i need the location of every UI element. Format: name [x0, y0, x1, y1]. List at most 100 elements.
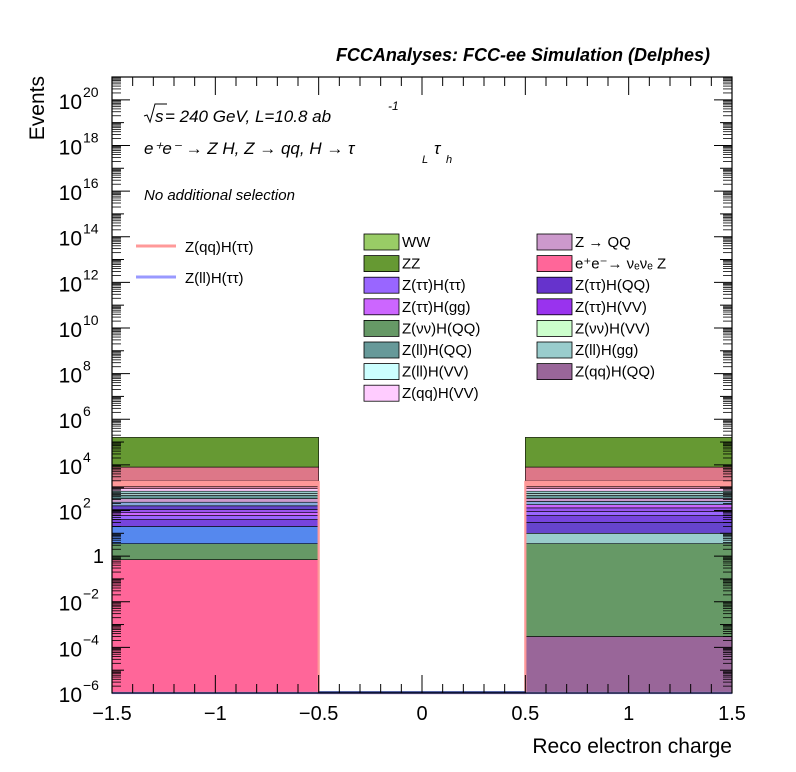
y-tick-label-base: 10 [59, 365, 82, 388]
y-tick-label-base: 10 [59, 319, 82, 342]
legend-fill-swatch [536, 341, 573, 359]
y-tick-label-base: 10 [59, 91, 82, 114]
legend-fill-swatch [536, 233, 573, 251]
process-tau2: τ [434, 139, 442, 158]
y-tick-label-base: 10 [59, 456, 82, 479]
legend-fill-swatch [363, 298, 400, 316]
histogram-segment [111, 466, 319, 482]
y-tick-label-exponent: 20 [83, 84, 99, 100]
x-tick-label: 0 [416, 703, 427, 725]
legend-fill-label: ZZ [402, 256, 420, 273]
legend-fill-swatch [363, 233, 400, 251]
x-tick-label: −0.5 [299, 703, 338, 725]
histogram-segment [525, 488, 733, 492]
histogram-segment [111, 490, 319, 494]
legend-fill-swatch [363, 255, 400, 273]
y-tick-label-base: 10 [59, 684, 82, 707]
x-tick-label: 1.5 [718, 703, 746, 725]
histogram-segment [111, 543, 319, 560]
legend-fill-label: Z(ττ)H(VV) [575, 299, 647, 316]
legend-line-label: Z(ll)H(ττ) [185, 270, 244, 287]
legend-fill-swatch [536, 276, 573, 294]
legend-fill-label: Z(qq)H(VV) [402, 385, 479, 402]
y-tick-label-base: 10 [59, 410, 82, 433]
legend-fill-swatch [363, 341, 400, 359]
legend-fill-swatch [363, 319, 400, 337]
x-tick-label: −1.5 [92, 703, 131, 725]
legend-fill-label: Z(νν)H(VV) [575, 320, 650, 337]
sqrt-s-label: s [155, 107, 164, 126]
y-tick-label-base: 10 [59, 273, 82, 296]
legend-fill-swatch [363, 276, 400, 294]
x-tick-label: −1 [204, 703, 227, 725]
y-tick-label-base: 10 [59, 228, 82, 251]
legend-fill-swatch [363, 363, 400, 381]
y-tick-label-exponent: 18 [83, 129, 99, 145]
histogram-segment [525, 507, 733, 512]
histogram-segment [111, 515, 319, 520]
y-tick-label-exponent: 6 [83, 403, 91, 419]
histogram-segment [525, 532, 733, 544]
legend-line-label: Z(qq)H(ττ) [185, 239, 254, 256]
histogram-segment [111, 488, 319, 492]
legend-fill-swatch [536, 319, 573, 337]
histogram-segment [525, 501, 733, 505]
legend-fill-swatch [536, 298, 573, 316]
y-tick-label-base: 10 [59, 182, 82, 205]
legend-fill-label: e⁺e⁻→ νₑνₑ Z [575, 256, 666, 273]
x-axis-title: Reco electron charge [532, 735, 732, 758]
legend-fill-label: WW [402, 234, 431, 251]
y-tick-label-exponent: 2 [83, 494, 91, 510]
y-tick-label-base: 10 [59, 136, 82, 159]
legend-fill-label: Z(ll)H(VV) [402, 364, 469, 381]
process-label: e⁺e⁻ → Z H, Z → qq, H → τ [144, 139, 356, 158]
y-tick-label-exponent: 8 [83, 358, 91, 374]
legend-fill-label: Z(ll)H(gg) [575, 342, 638, 359]
y-tick-label-exponent: 10 [83, 312, 99, 328]
y-tick-label-base: 10 [59, 501, 82, 524]
y-tick-label-exponent: 14 [83, 221, 99, 237]
histogram-segment [111, 526, 319, 544]
y-tick-label-base: 10 [59, 593, 82, 616]
histogram-segment [111, 519, 319, 527]
legend-fill-label: Z → QQ [575, 234, 631, 251]
histogram-segment [111, 505, 319, 510]
histogram-segment [111, 437, 319, 468]
y-tick-label-exponent: −4 [83, 631, 99, 647]
legend: Z(qq)H(ττ) Z(ll)H(ττ) WW ZZ Z(ττ)H(ττ) Z(ττ)H… [136, 233, 666, 402]
legend-fill-label: Z(ττ)H(gg) [402, 299, 471, 316]
y-tick-label-exponent: 16 [83, 175, 99, 191]
legend-fill-label: Z(ll)H(QQ) [402, 342, 472, 359]
y-tick-label-exponent: 12 [83, 266, 99, 282]
y-tick-label: 1 [93, 546, 104, 568]
energy-lumi-label: = 240 GeV, L=10.8 ab [165, 107, 331, 126]
histogram-segment [525, 504, 733, 509]
legend-fill-label: Z(ττ)H(QQ) [575, 277, 650, 294]
y-axis-title: Events [26, 76, 49, 140]
legend-fill-label: Z(ττ)H(ττ) [402, 277, 466, 294]
histogram-segment [525, 437, 733, 468]
histogram-segment [111, 501, 319, 507]
histogram-segment [525, 466, 733, 482]
x-tick-label: 0.5 [511, 703, 539, 725]
histogram-segment [525, 515, 733, 523]
legend-fill-label: Z(νν)H(QQ) [402, 320, 480, 337]
selection-label: No additional selection [144, 187, 295, 204]
legend-fill-swatch [536, 363, 573, 381]
sqrt-symbol [143, 103, 167, 124]
histogram-segment [525, 543, 733, 637]
y-tick-label-exponent: −6 [83, 677, 99, 693]
x-tick-label: 1 [623, 703, 634, 725]
histogram-segment [111, 559, 319, 694]
histogram-segment [111, 495, 319, 499]
process-subscript-h: h [446, 154, 452, 166]
histogram-segment [525, 495, 733, 499]
annotation-process: e⁺e⁻ → Z H, Z → qq, H → τ L τ h [144, 139, 452, 166]
annotation-energy: s = 240 GeV, L=10.8 ab -1 [143, 99, 399, 126]
histogram-segment [111, 512, 319, 516]
chart-title: FCCAnalyses: FCC-ee Simulation (Delphes) [336, 45, 710, 65]
histogram-segment [525, 493, 733, 496]
histogram-segment [111, 509, 319, 513]
